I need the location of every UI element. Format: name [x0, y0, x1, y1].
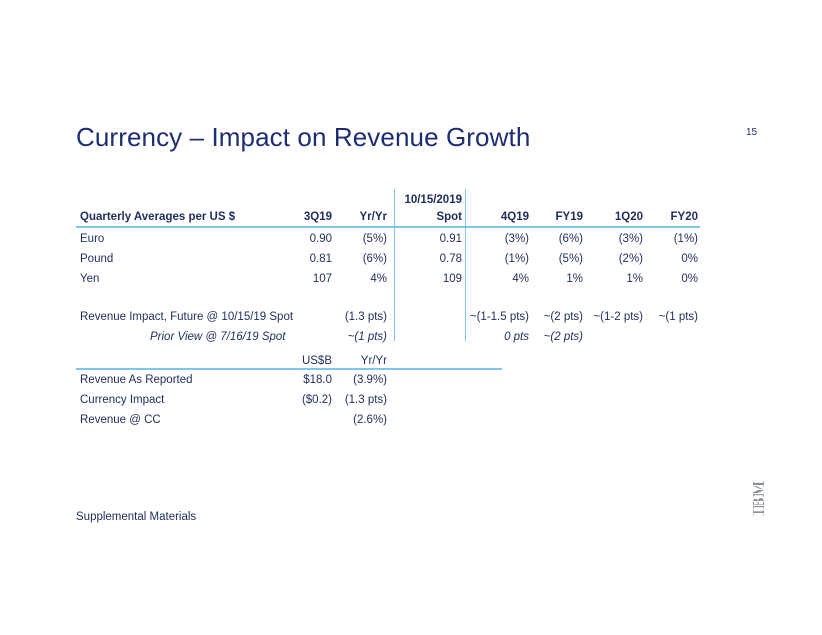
- cell: 0 pts: [504, 331, 529, 343]
- page-title: Currency – Impact on Revenue Growth: [76, 122, 531, 152]
- cell: 0%: [681, 273, 698, 285]
- cell: (3%): [618, 233, 643, 245]
- cell: 107: [312, 273, 332, 285]
- cell: (6%): [362, 253, 387, 265]
- cell: ~(1 pts): [347, 331, 387, 343]
- header-fy19: FY19: [555, 211, 584, 223]
- cell: 4%: [512, 273, 529, 285]
- cell: (1%): [504, 253, 529, 265]
- cell: ~(2 pts): [543, 331, 583, 343]
- cell: (1%): [673, 233, 698, 245]
- cell: 4%: [370, 273, 387, 285]
- cell: 0.81: [309, 253, 332, 265]
- ibm-logo: IBM: [744, 481, 770, 516]
- cell: ~(1-1.5 pts): [469, 311, 529, 323]
- header-1q20: 1Q20: [614, 211, 643, 223]
- row-label-currency-impact: Currency Impact: [80, 394, 165, 406]
- footer-text: Supplemental Materials: [76, 511, 197, 523]
- cell: 1%: [626, 273, 643, 285]
- header-fy20: FY20: [670, 211, 699, 223]
- header-rule: [76, 226, 700, 228]
- row-label-yen: Yen: [80, 273, 100, 285]
- cell: ~(1-2 pts): [593, 311, 643, 323]
- row-label-revenue-impact: Revenue Impact, Future @ 10/15/19 Spot: [80, 311, 294, 323]
- cell: (6%): [558, 233, 583, 245]
- cell: (5%): [362, 233, 387, 245]
- cell: 1%: [566, 273, 583, 285]
- cell: 0.90: [309, 233, 332, 245]
- spot-column-left-rule: [394, 189, 395, 341]
- cell: (1.3 pts): [344, 394, 387, 406]
- header-quarterly-averages: Quarterly Averages per US $: [80, 211, 236, 223]
- cell: ~(1 pts): [658, 311, 698, 323]
- header-yr-yr: Yr/Yr: [360, 355, 387, 367]
- row-label-prior-view: Prior View @ 7/16/19 Spot: [150, 331, 286, 343]
- cell: (1.3 pts): [344, 311, 387, 323]
- cell: 109: [442, 273, 462, 285]
- cell: ~(2 pts): [543, 311, 583, 323]
- cell: (3%): [504, 233, 529, 245]
- header-yr-yr: Yr/Yr: [359, 211, 388, 223]
- header-3q19: 3Q19: [303, 211, 332, 223]
- cell: ($0.2): [301, 394, 332, 406]
- header-spot: Spot: [436, 211, 462, 223]
- cell: (2.6%): [353, 414, 387, 426]
- cell: (2%): [618, 253, 643, 265]
- header-4q19: 4Q19: [500, 211, 529, 223]
- page-number: 15: [746, 127, 758, 138]
- spot-column-right-rule: [465, 189, 466, 341]
- header-usb: US$B: [301, 355, 332, 367]
- header-spot-date: 10/15/2019: [404, 194, 462, 206]
- row-label-revenue-cc: Revenue @ CC: [80, 414, 161, 426]
- cell: 0.91: [439, 233, 462, 245]
- cell: 0%: [681, 253, 698, 265]
- cell: (5%): [558, 253, 583, 265]
- revenue-header-rule: [76, 368, 502, 370]
- cell: $18.0: [303, 374, 332, 386]
- cell: (3.9%): [353, 374, 387, 386]
- row-label-revenue-as-reported: Revenue As Reported: [80, 374, 193, 386]
- row-label-pound: Pound: [80, 253, 114, 265]
- row-label-euro: Euro: [80, 233, 105, 245]
- cell: 0.78: [439, 253, 462, 265]
